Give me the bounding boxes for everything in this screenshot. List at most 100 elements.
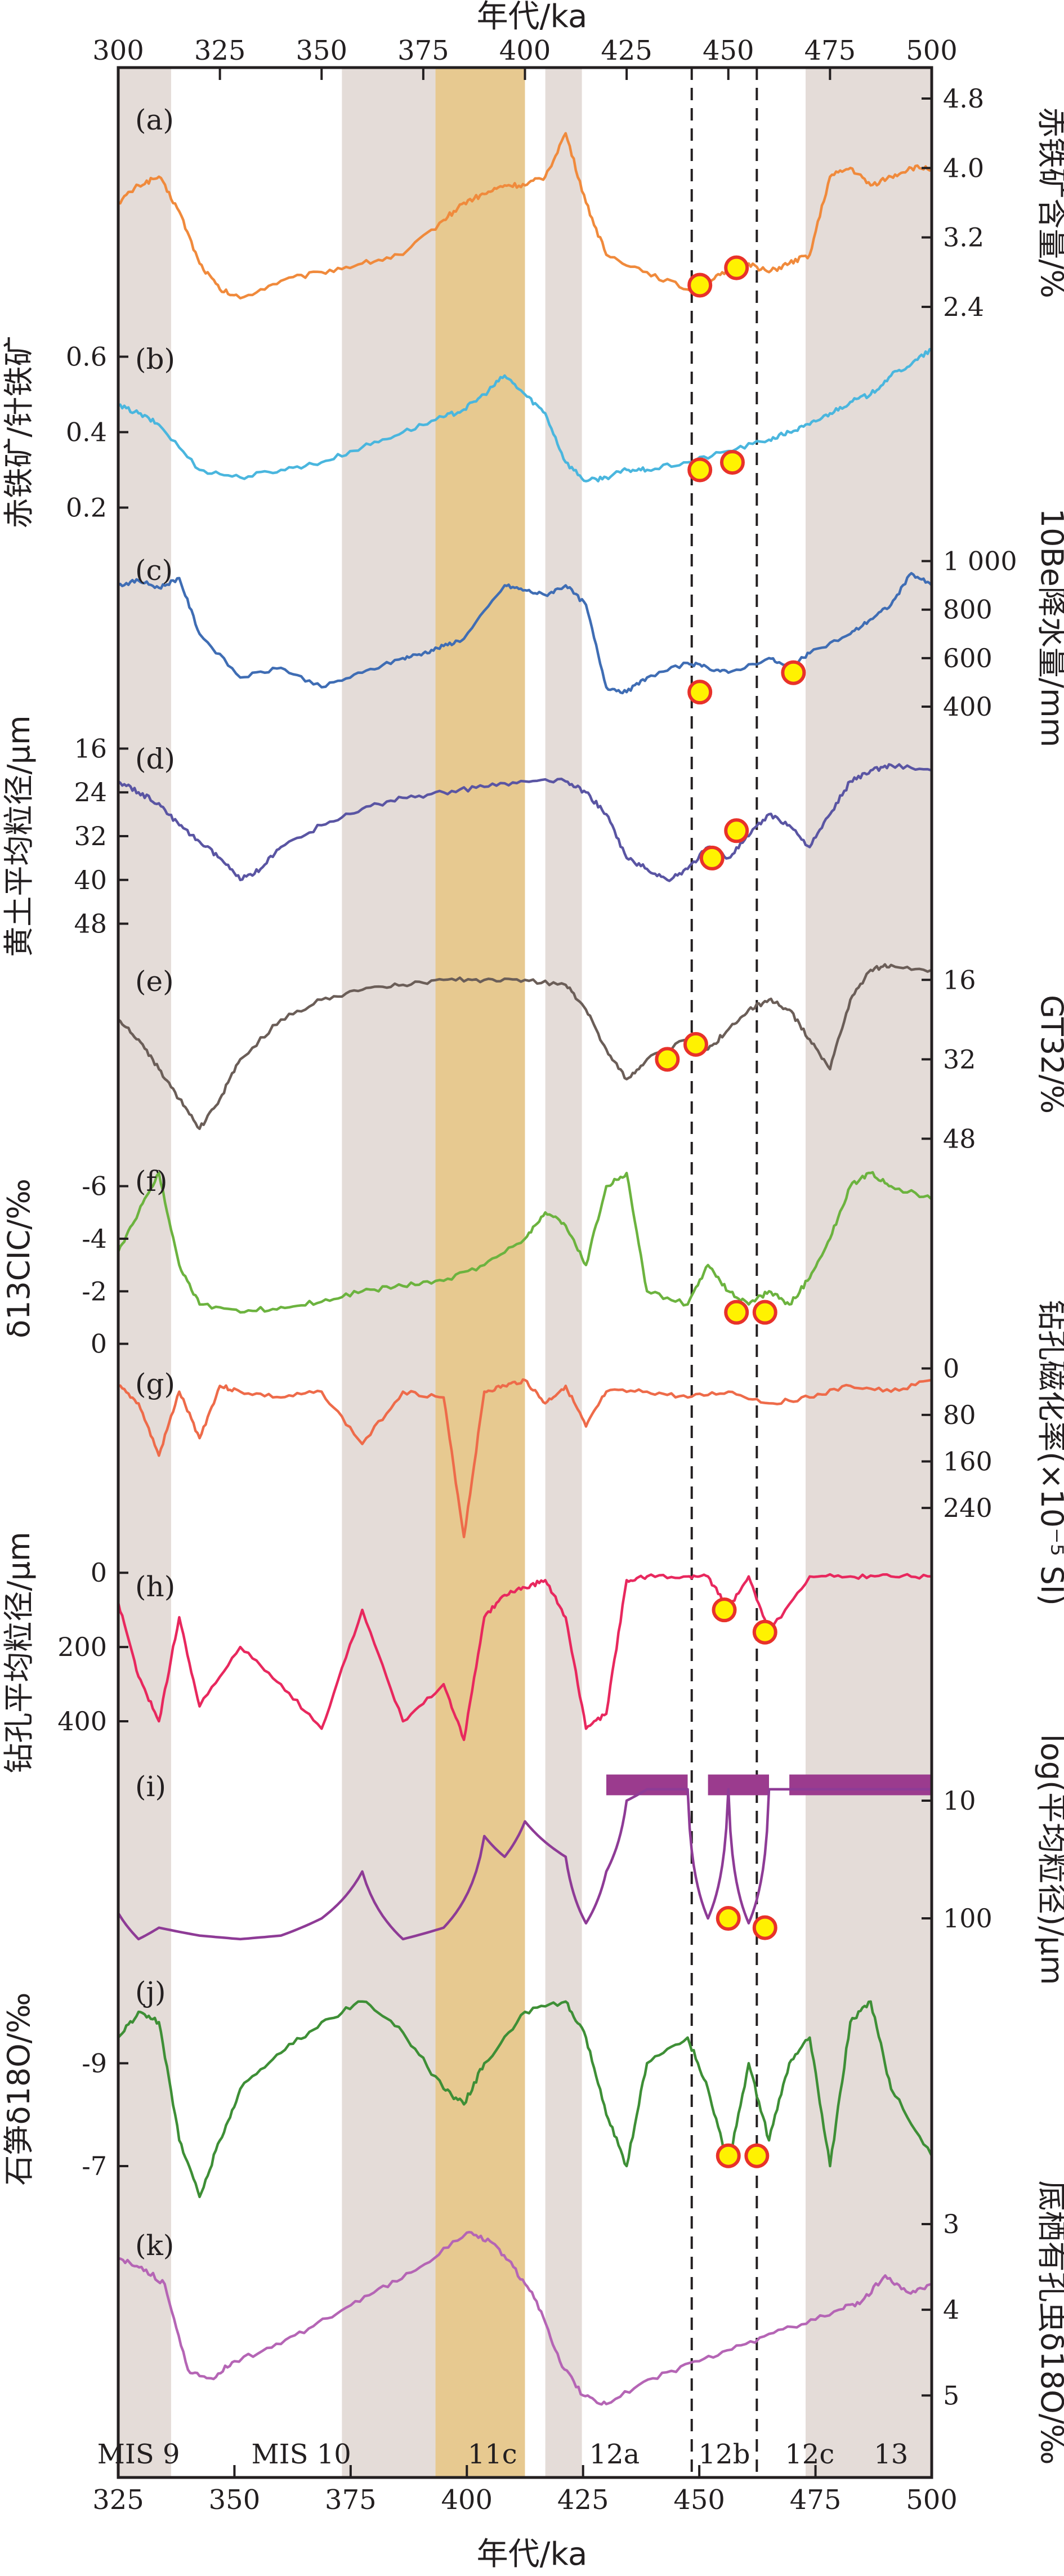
y-tick-label: 5: [943, 2380, 959, 2410]
highlight-marker: [699, 845, 725, 870]
series-line-h: [117, 1573, 932, 1742]
series-line-j: [117, 2000, 933, 2198]
series-line-c: [117, 572, 933, 695]
highlight-marker: [687, 457, 713, 483]
bottom-tick-label: 325: [92, 2484, 144, 2516]
y-tick-label: 0: [943, 1353, 959, 1383]
top-tick-label: 450: [703, 35, 754, 66]
y-tick-label: 24: [74, 777, 107, 807]
y-tick-label: -2: [82, 1276, 107, 1306]
series-line-d: [117, 763, 932, 882]
highlight-marker: [724, 818, 749, 843]
stage-label: MIS 9: [97, 2439, 180, 2470]
panel-letter: (g): [135, 1368, 175, 1400]
series-axis-title: 黄土平均粒径/μm: [1, 715, 37, 957]
highlight-marker: [724, 255, 749, 280]
y-tick-label: 240: [943, 1493, 993, 1523]
y-tick-label: 200: [57, 1632, 107, 1662]
top-tick-label: 400: [499, 35, 551, 66]
series-axes: (a) 4.8 4.0 3.2 2.4 赤铁矿含量/% (b) 0.6 0.4 0.2 赤铁矿/针铁…: [1, 83, 1064, 2465]
panel-letter: (c): [135, 554, 173, 587]
y-tick-label: -4: [82, 1224, 107, 1254]
highlight-marker: [655, 1047, 680, 1072]
highlight-marker: [744, 2143, 770, 2168]
series-line-e: [117, 963, 932, 1130]
dashed-reference-lines: [690, 68, 758, 2477]
bottom-tick-label: 375: [325, 2484, 377, 2516]
panel-letter: (b): [135, 343, 175, 376]
y-tick-label: 48: [943, 1123, 976, 1154]
series-axis-title: 赤铁矿含量/%: [1034, 107, 1064, 298]
y-tick-label: -6: [82, 1171, 107, 1202]
top-tick-label: 475: [804, 35, 856, 66]
panel-letter: (d): [135, 743, 175, 775]
highlight-marker: [719, 450, 745, 475]
y-tick-label: 0.2: [66, 493, 107, 523]
series-axis-title: log(平均粒径)/μm: [1034, 1734, 1064, 1985]
stage-label: 11c: [468, 2439, 517, 2470]
shaded-band: [342, 68, 436, 2477]
stage-label: 13: [874, 2439, 908, 2470]
top-axis-title: 年代/ka: [477, 0, 588, 35]
y-tick-label: 160: [943, 1446, 993, 1476]
highlight-marker: [683, 1032, 708, 1057]
shaded-band: [435, 68, 525, 2477]
top-tick-label: 500: [906, 35, 958, 66]
y-tick-label: 32: [943, 1044, 976, 1074]
bottom-tick-label: 500: [906, 2484, 958, 2516]
y-tick-label: 2.4: [943, 292, 984, 322]
y-tick-label: 32: [74, 821, 107, 851]
y-tick-label: 100: [943, 1903, 993, 1934]
y-tick-label: 40: [74, 865, 107, 895]
series-axis-title: 石笋δ18O/‰: [1, 1993, 37, 2186]
y-tick-label: 10: [943, 1785, 976, 1816]
panel-letter: (a): [135, 104, 174, 136]
series-axis-title: 赤铁矿/针铁矿: [1, 336, 37, 528]
highlight-marker: [712, 1597, 737, 1623]
y-tick-label: 400: [943, 691, 993, 722]
y-tick-label: 16: [74, 733, 107, 764]
y-tick-label: 4: [943, 2294, 959, 2325]
highlight-marker: [752, 1915, 777, 1940]
series-line-f: [117, 1171, 933, 1314]
highlight-marker: [752, 1619, 777, 1645]
series-axis-title: δ13CIC/‰: [1, 1178, 37, 1338]
stage-label: 12b: [699, 2439, 750, 2470]
series-axis-title: GT32/%: [1034, 995, 1064, 1114]
series-i-fill: [708, 1774, 769, 1796]
highlight-marker: [752, 1300, 777, 1325]
panel-letter: (h): [135, 1570, 175, 1603]
highlight-marker: [724, 1300, 749, 1325]
series-line-g: [118, 1378, 932, 1538]
y-tick-label: 16: [943, 965, 976, 995]
bottom-tick-label: 475: [790, 2484, 842, 2516]
highlight-marker: [687, 273, 713, 298]
y-tick-label: 0.4: [66, 417, 107, 448]
y-tick-label: 0: [91, 1329, 107, 1359]
bottom-axis-title: 年代/ka: [477, 2536, 588, 2573]
top-tick-label: 300: [92, 35, 144, 66]
y-tick-label: 4.8: [943, 83, 984, 114]
highlight-marker: [781, 660, 806, 685]
series-line-k: [118, 2231, 932, 2406]
stage-label: 12c: [785, 2439, 834, 2470]
y-tick-label: 0.6: [66, 342, 107, 372]
shaded-band: [806, 68, 932, 2477]
highlight-marker: [716, 1906, 741, 1931]
y-tick-label: 3.2: [943, 222, 984, 253]
series-axis-title: 钻孔磁化率(×10⁻⁵ SI): [1034, 1300, 1064, 1606]
y-tick-label: 3: [943, 2209, 959, 2239]
bottom-tick-label: 400: [441, 2484, 493, 2516]
y-tick-label: 800: [943, 595, 993, 625]
panel-letter: (j): [135, 1976, 166, 2008]
shaded-bands: [118, 68, 932, 2477]
highlight-marker: [687, 680, 713, 705]
top-tick-label: 425: [601, 35, 652, 66]
y-tick-label: 48: [74, 909, 107, 939]
bottom-tick-label: 450: [673, 2484, 725, 2516]
series-i-fill: [606, 1774, 688, 1796]
y-tick-label: 4.0: [943, 153, 984, 183]
series-group: [117, 132, 933, 2406]
panel-letter: (e): [135, 965, 174, 998]
stage-label: MIS 10: [251, 2439, 351, 2470]
